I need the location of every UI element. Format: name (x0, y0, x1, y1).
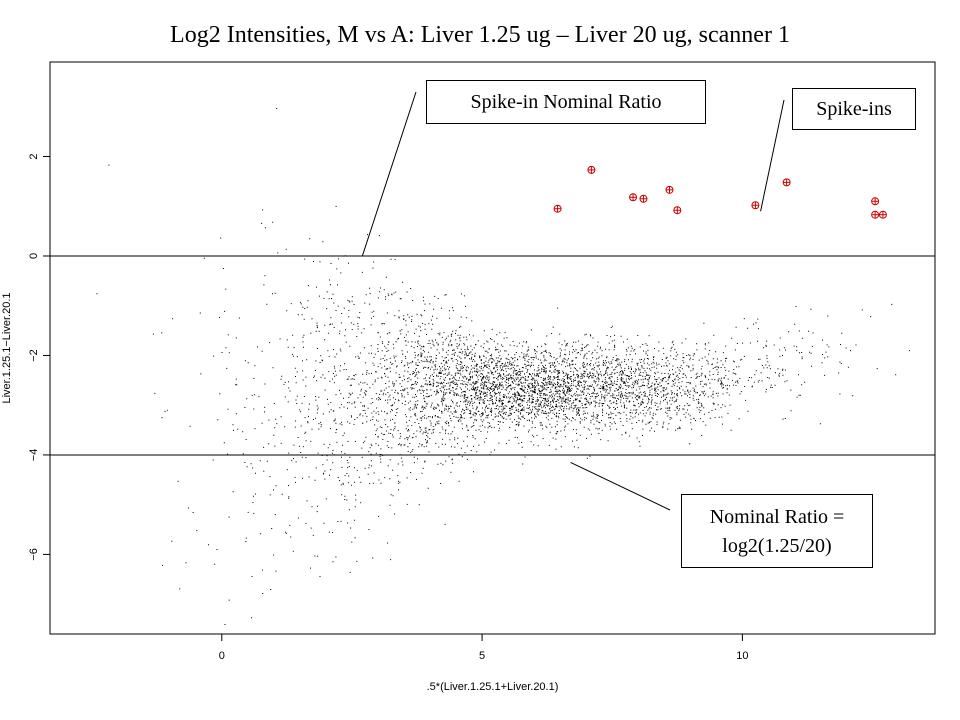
y-tick-label: 2 (28, 153, 40, 159)
spike-in-point (782, 178, 791, 187)
y-axis-label: Liver.1.25.1−Liver.20.1 (1, 293, 13, 404)
plot-frame (49, 61, 936, 635)
y-tick-label: −6 (28, 548, 40, 561)
x-tick-label: 0 (219, 650, 225, 662)
callout-text: Spike-in Nominal Ratio (470, 91, 662, 113)
y-tick-label: −4 (28, 449, 40, 462)
callout-pointer-lines (361, 91, 785, 511)
chart-title: Log2 Intensities, M vs A: Liver 1.25 ug … (170, 22, 790, 48)
callout-nominal-ratio: Nominal Ratio = log2(1.25/20) (681, 494, 873, 568)
x-tick-label: 5 (479, 650, 485, 662)
spike-in-point (629, 193, 638, 202)
spike-in-point (587, 165, 596, 174)
callout-pointer (570, 461, 671, 511)
callout-spike-in-nominal-ratio: Spike-in Nominal Ratio (426, 80, 706, 124)
spike-in-point (673, 206, 682, 215)
spike-in-point (871, 197, 880, 206)
callout-pointer (760, 99, 785, 212)
y-tick-label: 0 (28, 253, 40, 259)
callout-line-2: log2(1.25/20) (722, 535, 832, 557)
x-axis: 0 5 10 (219, 634, 749, 662)
callout-pointer (361, 91, 417, 257)
reference-lines (50, 255, 935, 456)
y-tick-label: −2 (28, 349, 40, 362)
y-axis: −6 −4 −2 0 2 (28, 153, 50, 561)
spike-in-point (639, 194, 648, 203)
x-axis-label: .5*(Liver.1.25.1+Liver.20.1) (427, 681, 559, 693)
callout-text: Spike-ins (816, 98, 892, 120)
spike-in-point (751, 201, 760, 210)
callout-line-1: Nominal Ratio = (709, 506, 845, 528)
spike-in-point (878, 210, 887, 219)
callout-spike-ins: Spike-ins (792, 88, 916, 130)
spike-in-point (553, 204, 562, 213)
spike-in-point (665, 185, 674, 194)
spike-in-point (871, 210, 880, 219)
x-tick-label: 10 (736, 650, 748, 662)
spike-in-points (553, 165, 887, 219)
